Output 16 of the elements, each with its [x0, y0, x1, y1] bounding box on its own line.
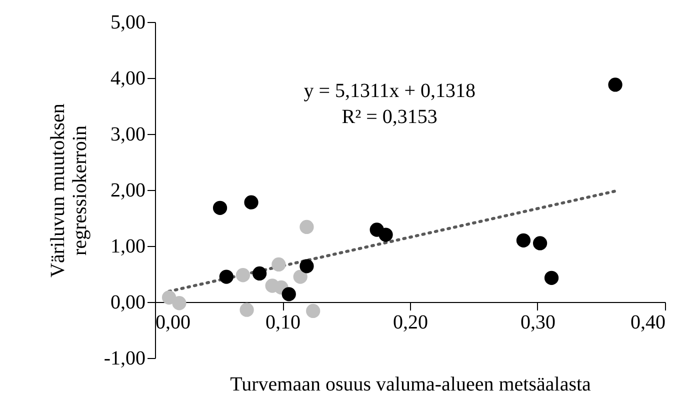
- y-tick-label: 3,00: [110, 124, 146, 146]
- y-tick-label: 0,00: [110, 292, 146, 314]
- y-tick-label: 2,00: [110, 180, 146, 202]
- x-axis-title: Turvemaan osuus valuma-alueen metsäalasta: [230, 374, 592, 396]
- x-tick-label: 0,20: [393, 312, 428, 334]
- annotation: R² = 0,3153: [342, 106, 438, 128]
- y-tick-label: 4,00: [110, 68, 146, 90]
- x-tick-label: 0,40: [630, 312, 666, 334]
- x-tick-label: 0,00: [156, 312, 190, 334]
- x-tick-label: 0,30: [520, 312, 556, 334]
- y-tick-label: -1,00: [104, 348, 146, 370]
- y-tick-label: 1,00: [110, 236, 146, 258]
- x-tick-label: 0,10: [266, 312, 300, 334]
- annotation: y = 5,1311x + 0,1318: [304, 80, 476, 102]
- y-axis-title: Väriluvun muutoksen regressiokerroin: [46, 104, 91, 278]
- y-tick-label: 5,00: [110, 12, 146, 34]
